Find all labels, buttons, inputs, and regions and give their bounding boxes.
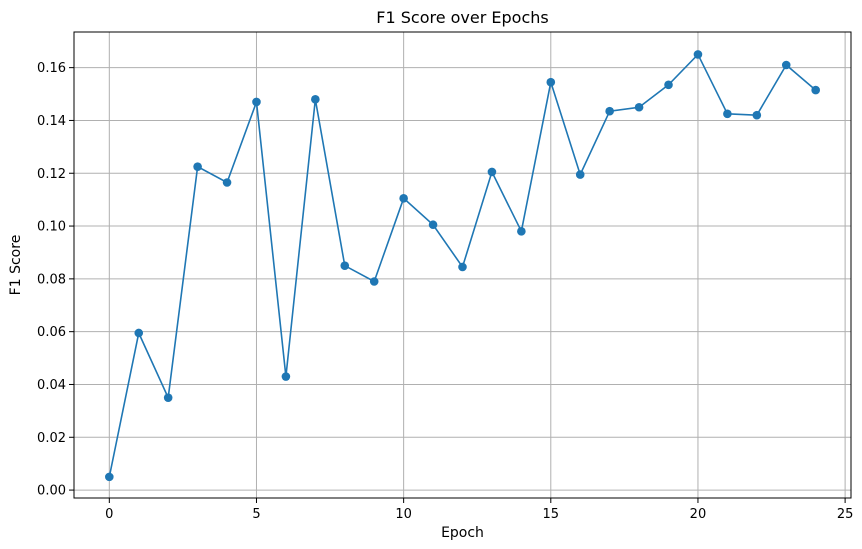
data-point [517,227,526,236]
x-axis-label: Epoch [441,525,484,541]
data-point [105,472,114,482]
data-point [693,50,703,59]
data-point [546,77,556,87]
x-tick-label: 20 [690,507,707,522]
data-point [487,167,497,177]
x-axis: 0 5 10 15 20 25 [105,498,853,522]
data-point [369,277,379,286]
y-tick-label: 0.12 [37,167,66,182]
data-point [311,95,320,104]
y-tick-label: 0.16 [37,61,66,76]
y-tick-label: 0.08 [37,272,66,287]
data-point [134,328,144,338]
series-f1 [105,50,820,482]
data-point [163,393,173,402]
data-point [752,110,762,120]
x-tick-label: 0 [105,507,113,522]
data-point [193,162,202,171]
x-tick-label: 5 [252,507,260,522]
plot-frame [73,31,852,499]
x-tick-label: 15 [543,507,560,522]
chart-title: F1 Score over Epochs [376,8,548,27]
data-point [781,60,791,70]
y-tick-label: 0.04 [37,378,66,393]
x-tick-label: 25 [837,507,854,522]
y-tick-label: 0.00 [37,484,66,499]
data-point [811,85,820,95]
data-point [222,178,232,187]
data-point [723,109,732,119]
y-axis: 0.00 0.02 0.04 0.06 0.08 0.10 0.12 0.14 0.16 [37,61,74,499]
data-point [252,97,261,107]
data-point [664,80,673,90]
data-point [281,372,291,381]
data-point [575,170,585,179]
y-tick-label: 0.10 [37,220,66,235]
x-tick-label: 10 [395,507,412,522]
y-tick-label: 0.06 [37,325,66,340]
data-point [428,220,438,230]
data-point [605,106,614,116]
grid [74,32,851,498]
y-tick-label: 0.14 [37,114,66,129]
data-point [340,261,350,270]
data-point [399,194,408,203]
data-point [458,262,467,272]
data-point [634,102,644,112]
y-axis-label: F1 Score [8,235,24,296]
y-tick-label: 0.02 [37,431,66,446]
